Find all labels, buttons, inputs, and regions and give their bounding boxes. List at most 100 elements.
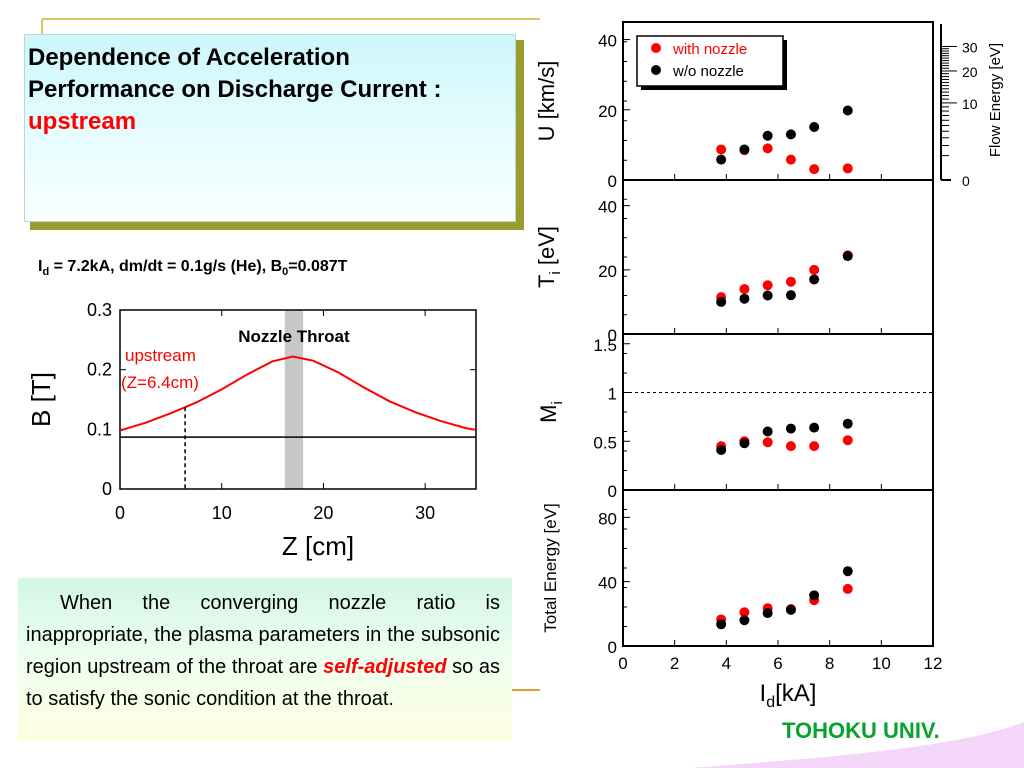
y-axis-label-subscript: i — [547, 271, 564, 274]
point-without-nozzle — [785, 604, 796, 615]
magnetic-field-chart: 0 0.1 0.2 0.3 0 10 20 30 Nozzle Throat upstream (Z… — [26, 300, 477, 561]
title-highlight: upstream — [28, 108, 137, 135]
y-axis-label: U [km/s] — [534, 61, 559, 142]
point-without-nozzle — [762, 130, 773, 141]
x-tick-label: 8 — [825, 654, 834, 673]
x-tick-label: 6 — [773, 654, 782, 673]
panel-frame — [622, 489, 934, 647]
param-text: = 7.2kA, dm/dt = 0.1g/s (He), B — [49, 258, 283, 275]
y-tick-label: 0.5 — [593, 433, 617, 452]
point-without-nozzle — [809, 422, 820, 433]
x-tick-label: 0 — [115, 503, 125, 523]
description-text: When the converging nozzle ratio is inap… — [26, 587, 500, 715]
title-box — [24, 34, 516, 222]
point-without-nozzle — [762, 426, 773, 437]
legend: with nozzle w/o nozzle — [636, 35, 787, 90]
point-without-nozzle — [739, 144, 750, 155]
point-without-nozzle — [809, 121, 820, 132]
y-tick-label: 0 — [608, 482, 617, 501]
y-tick-label: 1.5 — [593, 336, 617, 355]
x-axis-label: Z [cm] — [282, 531, 354, 561]
y-tick-label: 0 — [608, 638, 617, 657]
legend-shadow-bottom — [641, 86, 787, 90]
y-axis-label-main: T — [534, 275, 559, 288]
point-with-nozzle — [739, 607, 750, 618]
description-part1: When the converging nozzle ratio is inap… — [26, 592, 500, 678]
y-axis-label: B [T] — [26, 372, 56, 427]
x-axis-label-subscript: d — [766, 694, 775, 711]
y-axis-label-unit: [eV] — [534, 226, 559, 271]
point-without-nozzle — [716, 445, 727, 456]
y-axis-label: Ti [eV] — [534, 226, 564, 288]
y-tick-label: 20 — [598, 102, 617, 121]
param-field-value: =0.087T — [288, 258, 348, 275]
legend-marker — [651, 65, 661, 75]
panel-frame — [622, 333, 934, 491]
x-tick-label: 2 — [670, 654, 679, 673]
point-without-nozzle — [739, 438, 750, 449]
legend-shadow-right — [783, 40, 787, 90]
param-field-subscript: 0 — [282, 266, 289, 279]
point-with-nozzle — [739, 284, 750, 295]
point-without-nozzle — [842, 418, 853, 429]
x-axis-label: Id[kA] — [760, 680, 817, 711]
x-tick-label: 30 — [415, 503, 435, 523]
title-main: Dependence of Acceleration Performance o… — [28, 44, 442, 103]
throat-annotation: Nozzle Throat — [238, 327, 350, 346]
point-with-nozzle — [842, 583, 853, 594]
y-tick-label: 0.1 — [87, 419, 112, 439]
flow-energy-axis-label: Flow Energy [eV] — [987, 43, 1004, 157]
point-without-nozzle — [842, 251, 853, 262]
point-with-nozzle — [762, 437, 773, 448]
x-tick-label: 10 — [872, 654, 891, 673]
flow-energy-tick-label: 0 — [962, 173, 970, 189]
point-without-nozzle — [785, 290, 796, 301]
point-without-nozzle — [739, 615, 750, 626]
point-with-nozzle — [809, 441, 820, 452]
y-axis-label: Total Energy [eV] — [541, 503, 560, 632]
point-with-nozzle — [762, 280, 773, 291]
y-tick-label: 80 — [598, 509, 617, 528]
x-tick-label: 4 — [722, 654, 731, 673]
footer-swoosh — [690, 722, 1024, 768]
x-tick-label: 10 — [212, 503, 232, 523]
point-without-nozzle — [842, 566, 853, 577]
y-tick-label: 0 — [608, 172, 617, 191]
point-with-nozzle — [785, 276, 796, 287]
upstream-position-annotation: (Z=6.4cm) — [121, 373, 199, 392]
experiment-parameters: Id = 7.2kA, dm/dt = 0.1g/s (He), B0=0.08… — [38, 258, 347, 278]
y-tick-label: 0 — [608, 326, 617, 345]
y-tick-label: 40 — [598, 574, 617, 593]
footer-university: TOHOKU UNIV. — [782, 718, 940, 743]
plot-frame — [119, 309, 477, 490]
y-tick-label: 1 — [608, 385, 617, 404]
y-axis-label-subscript: i — [549, 401, 566, 404]
point-without-nozzle — [842, 105, 853, 116]
point-without-nozzle — [716, 619, 727, 630]
param-current-subscript: d — [42, 266, 50, 279]
y-tick-label: 0.3 — [87, 300, 112, 320]
field-profile-line — [119, 355, 477, 432]
x-tick-label: 0 — [618, 654, 627, 673]
legend-label: with nozzle — [672, 41, 747, 58]
point-with-nozzle — [809, 264, 820, 275]
point-without-nozzle — [809, 590, 820, 601]
point-with-nozzle — [842, 163, 853, 174]
point-with-nozzle — [762, 143, 773, 154]
x-tick-label: 12 — [924, 654, 943, 673]
flow-energy-tick-label: 10 — [962, 96, 978, 112]
flow-energy-tick-label: 20 — [962, 64, 978, 80]
x-axis-label-unit: [kA] — [775, 680, 816, 707]
y-tick-label: 0 — [102, 479, 112, 499]
y-axis-label: Mi — [536, 401, 566, 423]
description-emphasis: self-adjusted — [323, 656, 447, 678]
point-with-nozzle — [809, 164, 820, 175]
y-axis-label-main: U [km/s] — [534, 61, 559, 142]
description-box — [18, 578, 512, 742]
point-with-nozzle — [785, 441, 796, 452]
throat-band — [284, 310, 304, 489]
point-without-nozzle — [762, 608, 773, 619]
legend-marker — [651, 43, 661, 53]
